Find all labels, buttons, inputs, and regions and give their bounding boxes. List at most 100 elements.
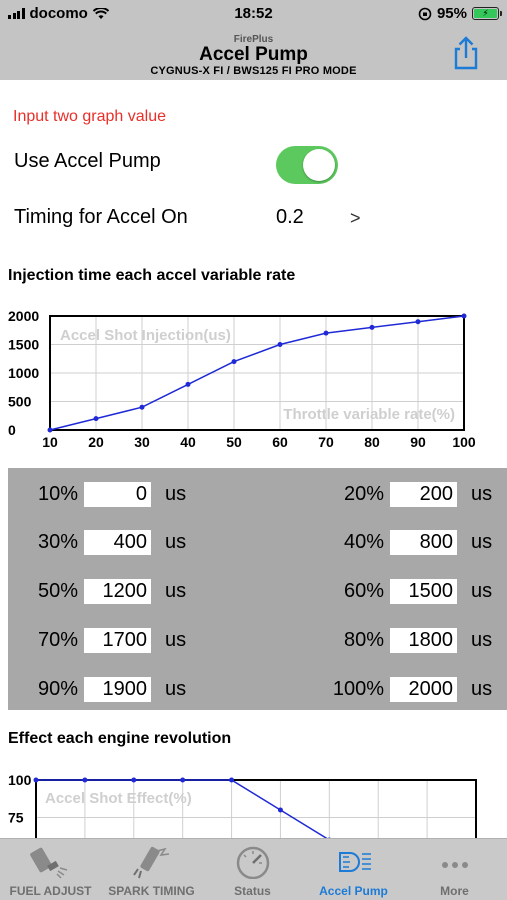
status-time: 18:52 <box>234 5 273 22</box>
injection-chart[interactable]: Accel Shot Injection(us) Throttle variabl… <box>0 306 507 456</box>
plot-area <box>36 780 476 838</box>
injection-value-input[interactable]: 1500 <box>390 578 457 604</box>
table-cell: 70% 1700 us <box>8 627 186 653</box>
main-content: Input two graph value Use Accel Pump Tim… <box>0 80 507 838</box>
x-tick-label: 90 <box>410 434 426 450</box>
unit-label: us <box>471 677 493 700</box>
battery-icon: ⚡ <box>472 7 502 20</box>
use-accel-pump-label: Use Accel Pump <box>14 150 161 172</box>
data-point <box>327 837 331 838</box>
percent-label: 30% <box>37 530 78 553</box>
x-tick-label: 80 <box>364 434 380 450</box>
tab-label: Accel Pump <box>319 884 388 898</box>
injection-value-input[interactable]: 200 <box>390 481 457 507</box>
use-accel-pump-toggle[interactable] <box>276 146 338 184</box>
unit-label: us <box>165 530 187 553</box>
chart2-title: Effect each engine revolution <box>8 730 232 747</box>
data-point <box>93 416 99 422</box>
table-cell: 10% 0 us <box>8 481 186 507</box>
table-cell: 30% 400 us <box>8 529 186 555</box>
unit-label: us <box>471 628 493 651</box>
battery-percent: 95% <box>436 5 467 22</box>
x-tick-label: 40 <box>180 434 196 450</box>
x-tick-label: 50 <box>226 434 242 450</box>
nav-bar: FirePlus Accel Pump CYGNUS-X FI / BWS125… <box>0 28 507 80</box>
unit-label: us <box>165 677 187 700</box>
chart-title: Accel Shot Injection(us) <box>60 327 231 344</box>
tab-spark-timing[interactable]: SPARK TIMING <box>101 839 202 900</box>
table-cell: 50% 1200 us <box>8 578 186 604</box>
page-title: Accel Pump <box>199 44 308 65</box>
injection-value-input[interactable]: 2000 <box>390 676 457 702</box>
share-icon[interactable] <box>449 36 483 70</box>
data-point <box>369 324 375 330</box>
injection-value-input[interactable]: 1800 <box>390 627 457 653</box>
unit-label: us <box>471 530 493 553</box>
effect-chart[interactable]: Accel Shot Effect(%)5075100 <box>0 770 507 838</box>
data-point <box>180 777 186 783</box>
y-tick-label: 1500 <box>8 337 39 353</box>
chart-title: Accel Shot Effect(%) <box>45 790 192 807</box>
injector-icon <box>30 847 68 879</box>
chart1-title: Injection time each accel variable rate <box>8 267 296 284</box>
carrier-name: docomo <box>29 5 88 22</box>
tab-status[interactable]: Status <box>202 839 303 900</box>
percent-label: 70% <box>37 628 78 651</box>
tab-accel-pump[interactable]: Accel Pump <box>303 839 404 900</box>
chevron-right-icon[interactable]: > <box>350 208 361 228</box>
page-subtitle: CYGNUS-X FI / BWS125 FI PRO MODE <box>150 65 357 77</box>
hint-text: Input two graph value <box>13 108 166 125</box>
data-point <box>47 427 53 433</box>
percent-label: 90% <box>37 677 78 700</box>
data-point <box>229 777 235 783</box>
tab-fuel-adjust[interactable]: FUEL ADJUST <box>0 839 101 900</box>
y-tick-label: 100 <box>8 772 32 788</box>
y-tick-label: 1000 <box>8 365 39 381</box>
timing-label: Timing for Accel On <box>14 206 188 228</box>
injection-value-input[interactable]: 0 <box>84 481 151 507</box>
x-tick-label: 60 <box>272 434 288 450</box>
percent-label: 10% <box>37 482 78 505</box>
gauge-icon <box>236 846 270 879</box>
plot-border <box>35 779 477 838</box>
tab-more[interactable]: More <box>404 839 505 900</box>
orientation-lock-icon <box>418 7 432 20</box>
injection-value-input[interactable]: 800 <box>390 529 457 555</box>
injection-value-input[interactable]: 400 <box>84 529 151 555</box>
data-point <box>131 777 137 783</box>
carrier-info: docomo <box>8 5 109 22</box>
y-tick-label: 75 <box>8 810 24 826</box>
data-point <box>33 777 39 783</box>
injection-value-input[interactable]: 1700 <box>84 627 151 653</box>
x-axis-label: Throttle variable rate(%) <box>283 406 455 423</box>
spark-plug-icon <box>133 846 170 879</box>
app-name: FirePlus <box>233 34 274 45</box>
percent-label: 40% <box>343 530 384 553</box>
unit-label: us <box>471 482 493 505</box>
x-tick-label: 10 <box>42 434 58 450</box>
signal-icon <box>8 8 25 19</box>
injection-value-input[interactable]: 1900 <box>84 676 151 702</box>
tab-label: Status <box>234 884 271 898</box>
percent-label: 100% <box>332 677 384 700</box>
percent-label: 20% <box>343 482 384 505</box>
table-cell: 80% 1800 us <box>314 627 492 653</box>
data-point <box>82 777 88 783</box>
unit-label: us <box>165 628 187 651</box>
unit-label: us <box>165 579 187 602</box>
timing-value[interactable]: 0.2 <box>276 206 304 228</box>
data-point <box>231 359 237 365</box>
data-point <box>277 342 283 347</box>
series-line <box>49 315 465 431</box>
injection-value-input[interactable]: 1200 <box>84 578 151 604</box>
y-tick-label: 500 <box>8 394 32 410</box>
table-cell: 90% 1900 us <box>8 676 186 702</box>
unit-label: us <box>165 482 187 505</box>
percent-label: 60% <box>343 579 384 602</box>
x-tick-label: 70 <box>318 434 334 450</box>
data-point <box>415 319 421 325</box>
x-tick-label: 20 <box>88 434 104 450</box>
series-line <box>36 779 328 838</box>
percent-label: 50% <box>37 579 78 602</box>
y-tick-label: 2000 <box>8 308 39 324</box>
